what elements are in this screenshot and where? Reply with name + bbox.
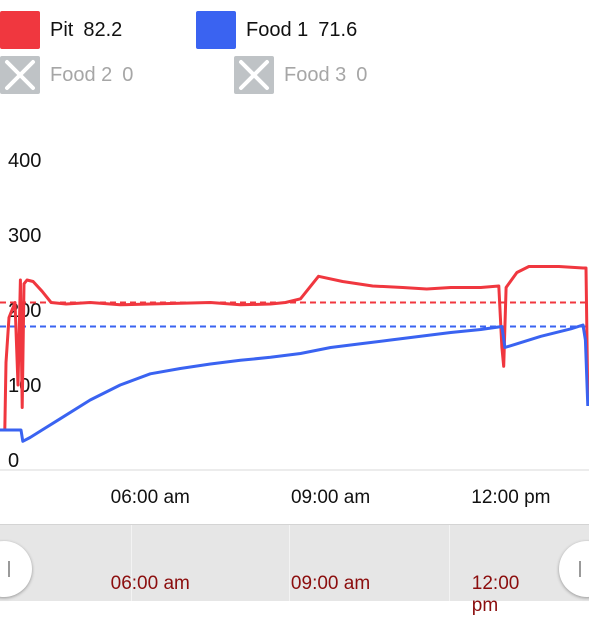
legend-value-food-2: 0 xyxy=(122,63,134,86)
scrubber-right-handle[interactable] xyxy=(559,541,589,597)
food-1-color-swatch[interactable] xyxy=(196,11,236,49)
x-tick-label: 06:00 am xyxy=(111,487,190,508)
legend-item-food-3[interactable]: Food 3 0 xyxy=(234,55,367,95)
legend-label-food-1: Food 1 xyxy=(246,18,309,41)
y-tick-label: 100 xyxy=(8,375,41,397)
scrubber-label: 12:00 pm xyxy=(471,573,520,616)
legend-value-food-1: 71.6 xyxy=(318,18,358,41)
series-line-food-1 xyxy=(0,323,589,443)
disabled-x-icon[interactable] xyxy=(234,56,274,94)
x-tick-label: 09:00 am xyxy=(291,487,370,508)
scrubber-left-handle[interactable] xyxy=(0,541,32,597)
legend-label-pit: Pit xyxy=(50,18,74,41)
grip-icon xyxy=(579,561,581,577)
legend-item-food-1[interactable]: Food 1 71.6 xyxy=(196,10,357,50)
chart-legend: Pit 82.2 Food 1 71.6 Food 2 0 Food 3 0 xyxy=(0,0,589,110)
scrubber-label: 09:00 am xyxy=(290,573,371,594)
timeline-scrubber[interactable]: 06:00 am 09:00 am 12:00 pm xyxy=(0,524,589,616)
pit-color-swatch[interactable] xyxy=(0,11,40,49)
disabled-x-icon[interactable] xyxy=(0,56,40,94)
scrubber-segment xyxy=(289,525,450,601)
y-tick-label: 400 xyxy=(8,150,41,172)
legend-label-food-2: Food 2 xyxy=(50,63,113,86)
legend-label-food-3: Food 3 xyxy=(284,63,347,86)
legend-item-pit[interactable]: Pit 82.2 xyxy=(0,10,122,50)
grip-icon xyxy=(8,561,10,577)
scrubber-segment xyxy=(131,525,290,601)
legend-value-pit: 82.2 xyxy=(83,18,123,41)
scrubber-label: 06:00 am xyxy=(110,573,190,594)
y-tick-label: 0 xyxy=(8,450,19,472)
legend-item-food-2[interactable]: Food 2 0 xyxy=(0,55,133,95)
scrubber-segment xyxy=(449,525,562,601)
legend-value-food-3: 0 xyxy=(356,63,368,86)
y-tick-label: 300 xyxy=(8,225,41,247)
x-tick-label: 12:00 pm xyxy=(471,487,550,508)
series-line-pit xyxy=(0,265,589,432)
